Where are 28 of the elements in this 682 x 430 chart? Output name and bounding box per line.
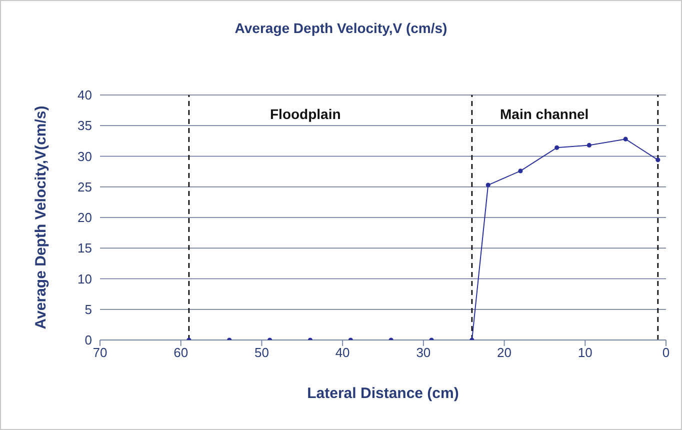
x-tick-label: 60 xyxy=(174,345,188,360)
y-tick-label: 30 xyxy=(78,148,92,164)
point xyxy=(518,168,523,174)
y-tick-label: 20 xyxy=(78,210,92,226)
point xyxy=(623,136,628,142)
x-tick-label: 0 xyxy=(662,345,670,360)
point xyxy=(656,158,660,162)
point xyxy=(586,142,592,148)
x-tick-label: 10 xyxy=(578,345,592,360)
x-tick-label: 30 xyxy=(416,345,431,360)
x-tick-label: 50 xyxy=(254,345,269,360)
y-tick-label: 15 xyxy=(78,240,92,256)
y-tick-label: 35 xyxy=(78,118,92,134)
annotation: Main channel xyxy=(500,106,589,122)
x-tick-label: 40 xyxy=(335,345,350,360)
point xyxy=(554,145,560,150)
point xyxy=(486,182,490,188)
y-tick-label: 0 xyxy=(84,332,92,348)
x-tick-label: 70 xyxy=(92,345,108,360)
y-axis-title: Average Depth Velocity,V(cm/s) xyxy=(32,106,50,330)
y-tick-label: 5 xyxy=(84,302,92,317)
x-axis-title: Lateral Distance (cm) xyxy=(307,385,459,402)
chart-title: Average Depth Velocity,V (cm/s) xyxy=(234,20,448,36)
x-tick-label: 20 xyxy=(497,345,512,360)
y-tick-label: 10 xyxy=(78,271,92,286)
y-tick-label: 25 xyxy=(78,179,92,194)
y-tick-label: 40 xyxy=(78,88,92,103)
annotation: Floodplain xyxy=(270,106,341,122)
